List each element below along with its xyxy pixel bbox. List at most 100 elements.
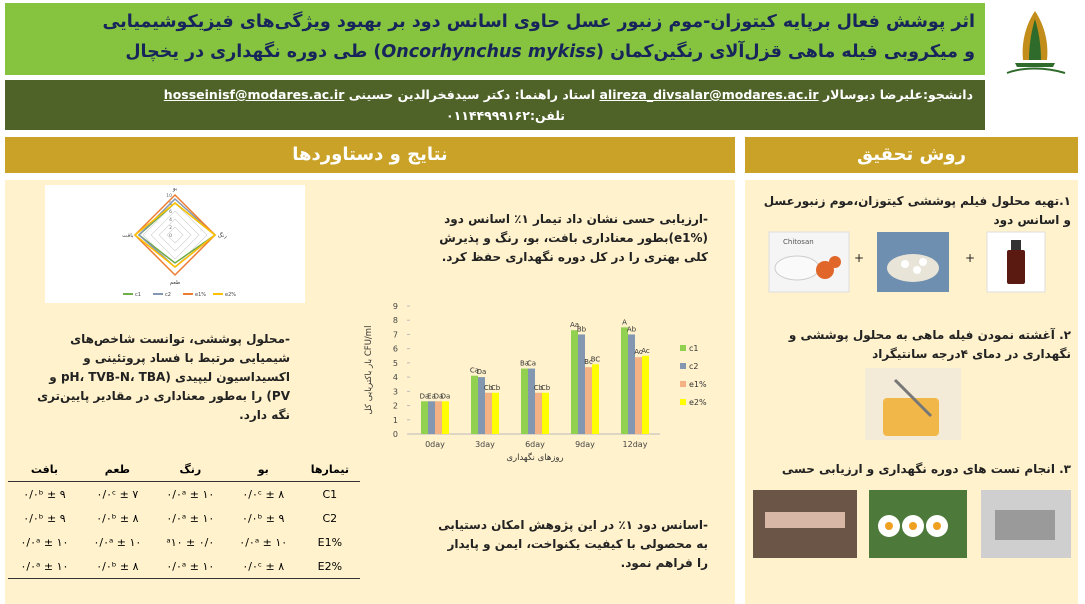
legend-label: e1%: [195, 292, 206, 298]
bar-label: Aa: [570, 321, 579, 329]
bar-label: Cb: [491, 384, 501, 392]
legend-label: e2%: [225, 292, 236, 298]
y-tick-label: 0: [393, 430, 398, 439]
title-banner: اثر پوشش فعال برپایه کیتوزان-موم زنبور ع…: [5, 3, 985, 75]
legend-label: e2%: [689, 398, 707, 407]
logo-mark: [1006, 11, 1066, 74]
title-line: اثر پوشش فعال برپایه کیتوزان-موم زنبور ع…: [102, 12, 975, 32]
bar-label: Da: [477, 368, 487, 376]
method-step: ۱.تهیه محلول فیلم پوششی کیتوزان،موم زنبو…: [763, 194, 1071, 227]
title-text: و میکروبی فیله ماهی قزل‌آلای رنگین‌کمان …: [596, 42, 975, 62]
table-row: C1 ۸ ± ۰/۰ᶜ ۱۰ ± ۰/۰ᵃ ۷ ± ۰/۰ᶜ ۹ ± ۰/۰ᵇ: [8, 482, 360, 507]
bar-label: Ca: [527, 360, 536, 368]
result-text: -محلول پوششی، توانست شاخص‌های شیمیایی مر…: [37, 332, 290, 422]
bar: [585, 367, 592, 434]
legend-swatch: [680, 345, 686, 351]
legend-label: c1: [135, 292, 141, 298]
table-cell: ۱۰ ± ۰/۰ᵃ: [153, 554, 227, 579]
y-tick-label: 1: [393, 416, 398, 425]
grid-ring: [150, 210, 200, 260]
author-bar: دانشجو:علیرضا دیوسالار alireza_divsalar@…: [5, 80, 985, 130]
image-chitosan: Chitosan: [768, 231, 850, 293]
bar: [521, 368, 528, 434]
table-cell: ۹ ± ۰/۰ᵇ: [23, 487, 66, 501]
result-text: -ارزیابی حسی نشان داد تیمار ۱٪ اسانس دود…: [439, 212, 708, 264]
bar: [635, 357, 642, 434]
r-tick-label: 2: [169, 225, 172, 231]
table-cell: ۸ ± ۰/۰ᶜ: [242, 487, 285, 501]
bar-label: Ea: [427, 392, 436, 400]
legend-label: c1: [689, 344, 699, 353]
r-tick-label: 0: [169, 233, 172, 239]
student-email[interactable]: alireza_divsalar@modares.ac.ir: [599, 87, 819, 102]
table-row: C2 ۹ ± ۰/۰ᵇ ۱۰ ± ۰/۰ᵃ ۸ ± ۰/۰ᵇ ۹ ± ۰/۰ᵇ: [8, 506, 360, 530]
phone: تلفن:۰۱۱۴۴۹۹۹۱۶۲: [446, 108, 565, 123]
bar: [592, 364, 599, 434]
y-tick-label: 4: [393, 373, 398, 382]
table-cell: ۹ ± ۰/۰ᵇ: [23, 511, 66, 525]
table-header-row: تیمارها بو رنگ طعم بافت: [8, 457, 360, 482]
image-smoke-essence: [986, 231, 1046, 293]
table-row: E2% ۸ ± ۰/۰ᶜ ۱۰ ± ۰/۰ᵃ ۸ ± ۰/۰ᵇ ۱۰ ± ۰/۰ᵃ: [8, 554, 360, 579]
radar-series: [133, 193, 217, 277]
title-species: Oncorhynchus mykiss: [381, 42, 597, 62]
table-cell: ۱۰ ± ۰/۰ᵃ: [166, 487, 215, 501]
x-tick-label: 3day: [475, 440, 495, 449]
bar: [628, 334, 635, 434]
table-cell: E1%: [317, 535, 343, 549]
supervisor: استاد راهنما: دکتر سیدفخرالدین حسینی: [348, 87, 596, 102]
bar: [542, 392, 549, 434]
bar-label: Cb: [541, 384, 551, 392]
bar-label: Ba: [520, 360, 529, 368]
bar: [471, 375, 478, 434]
bar-label: Da: [420, 392, 430, 400]
bar: [492, 392, 499, 434]
bar: [535, 392, 542, 434]
y-tick-label: 8: [393, 316, 398, 325]
section-heading: روش تحقیق: [745, 137, 1078, 173]
legend-swatch: [680, 363, 686, 369]
bar-label: Cb: [534, 384, 544, 392]
table-header-cell: بافت: [8, 457, 81, 482]
table-cell: E2%: [299, 554, 360, 579]
university-logo: [1006, 11, 1066, 74]
axis-label: بافت: [122, 233, 134, 239]
table-cell: ۸ ± ۰/۰ᵇ: [96, 511, 139, 525]
table-header-cell: رنگ: [153, 457, 227, 482]
r-tick-label: 10: [166, 193, 172, 199]
supervisor-email[interactable]: hosseinisf@modares.ac.ir: [163, 87, 345, 102]
table-cell: ۹ ± ۰/۰ᵇ: [242, 511, 285, 525]
table-cell: ۸ ± ۰/۰ᶜ: [226, 554, 300, 579]
r-tick-label: 4: [169, 217, 172, 223]
bar-label: BC: [591, 355, 601, 363]
legend-swatch: [680, 381, 686, 387]
table-row: E1% ۱۰ ± ۰/۰ᵃ ᵃ۱۰ ± ۰/۰ ۱۰ ± ۰/۰ᵃ ۱۰ ± ۰/۰ᵃ: [8, 530, 360, 554]
radar-series: [137, 202, 217, 264]
bar: [435, 401, 442, 434]
author-line: دانشجو:علیرضا دیوسالار alireza_divsalar@…: [5, 80, 985, 106]
bar: [478, 377, 485, 434]
y-tick-label: 7: [393, 330, 398, 339]
table-cell: C2: [322, 511, 338, 525]
bar-label: Bb: [577, 325, 587, 333]
method-images: Chitosan + +: [753, 231, 1071, 558]
bar-label: Ca: [470, 367, 479, 375]
bar-label: Ab: [627, 325, 637, 333]
radar-series: [133, 202, 217, 268]
table-cell: ۱۰ ± ۰/۰ᵃ: [93, 535, 142, 549]
y-tick-label: 2: [393, 402, 398, 411]
x-tick-label: 9day: [575, 440, 595, 449]
bar: [528, 368, 535, 434]
student: دانشجو:علیرضا دیوسالار: [822, 87, 973, 102]
bar: [485, 392, 492, 434]
bar-label: Da: [441, 392, 451, 400]
y-tick-label: 6: [393, 345, 398, 354]
title-line: و میکروبی فیله ماهی قزل‌آلای رنگین‌کمان …: [13, 37, 975, 67]
y-tick-label: 9: [393, 302, 398, 311]
x-tick-label: 12day: [623, 440, 648, 449]
x-axis-title: روزهای نگهداری: [506, 452, 563, 463]
bar-label: Ac: [634, 348, 643, 356]
axis-label: بو: [172, 186, 178, 192]
r-tick-label: 6: [169, 209, 172, 215]
